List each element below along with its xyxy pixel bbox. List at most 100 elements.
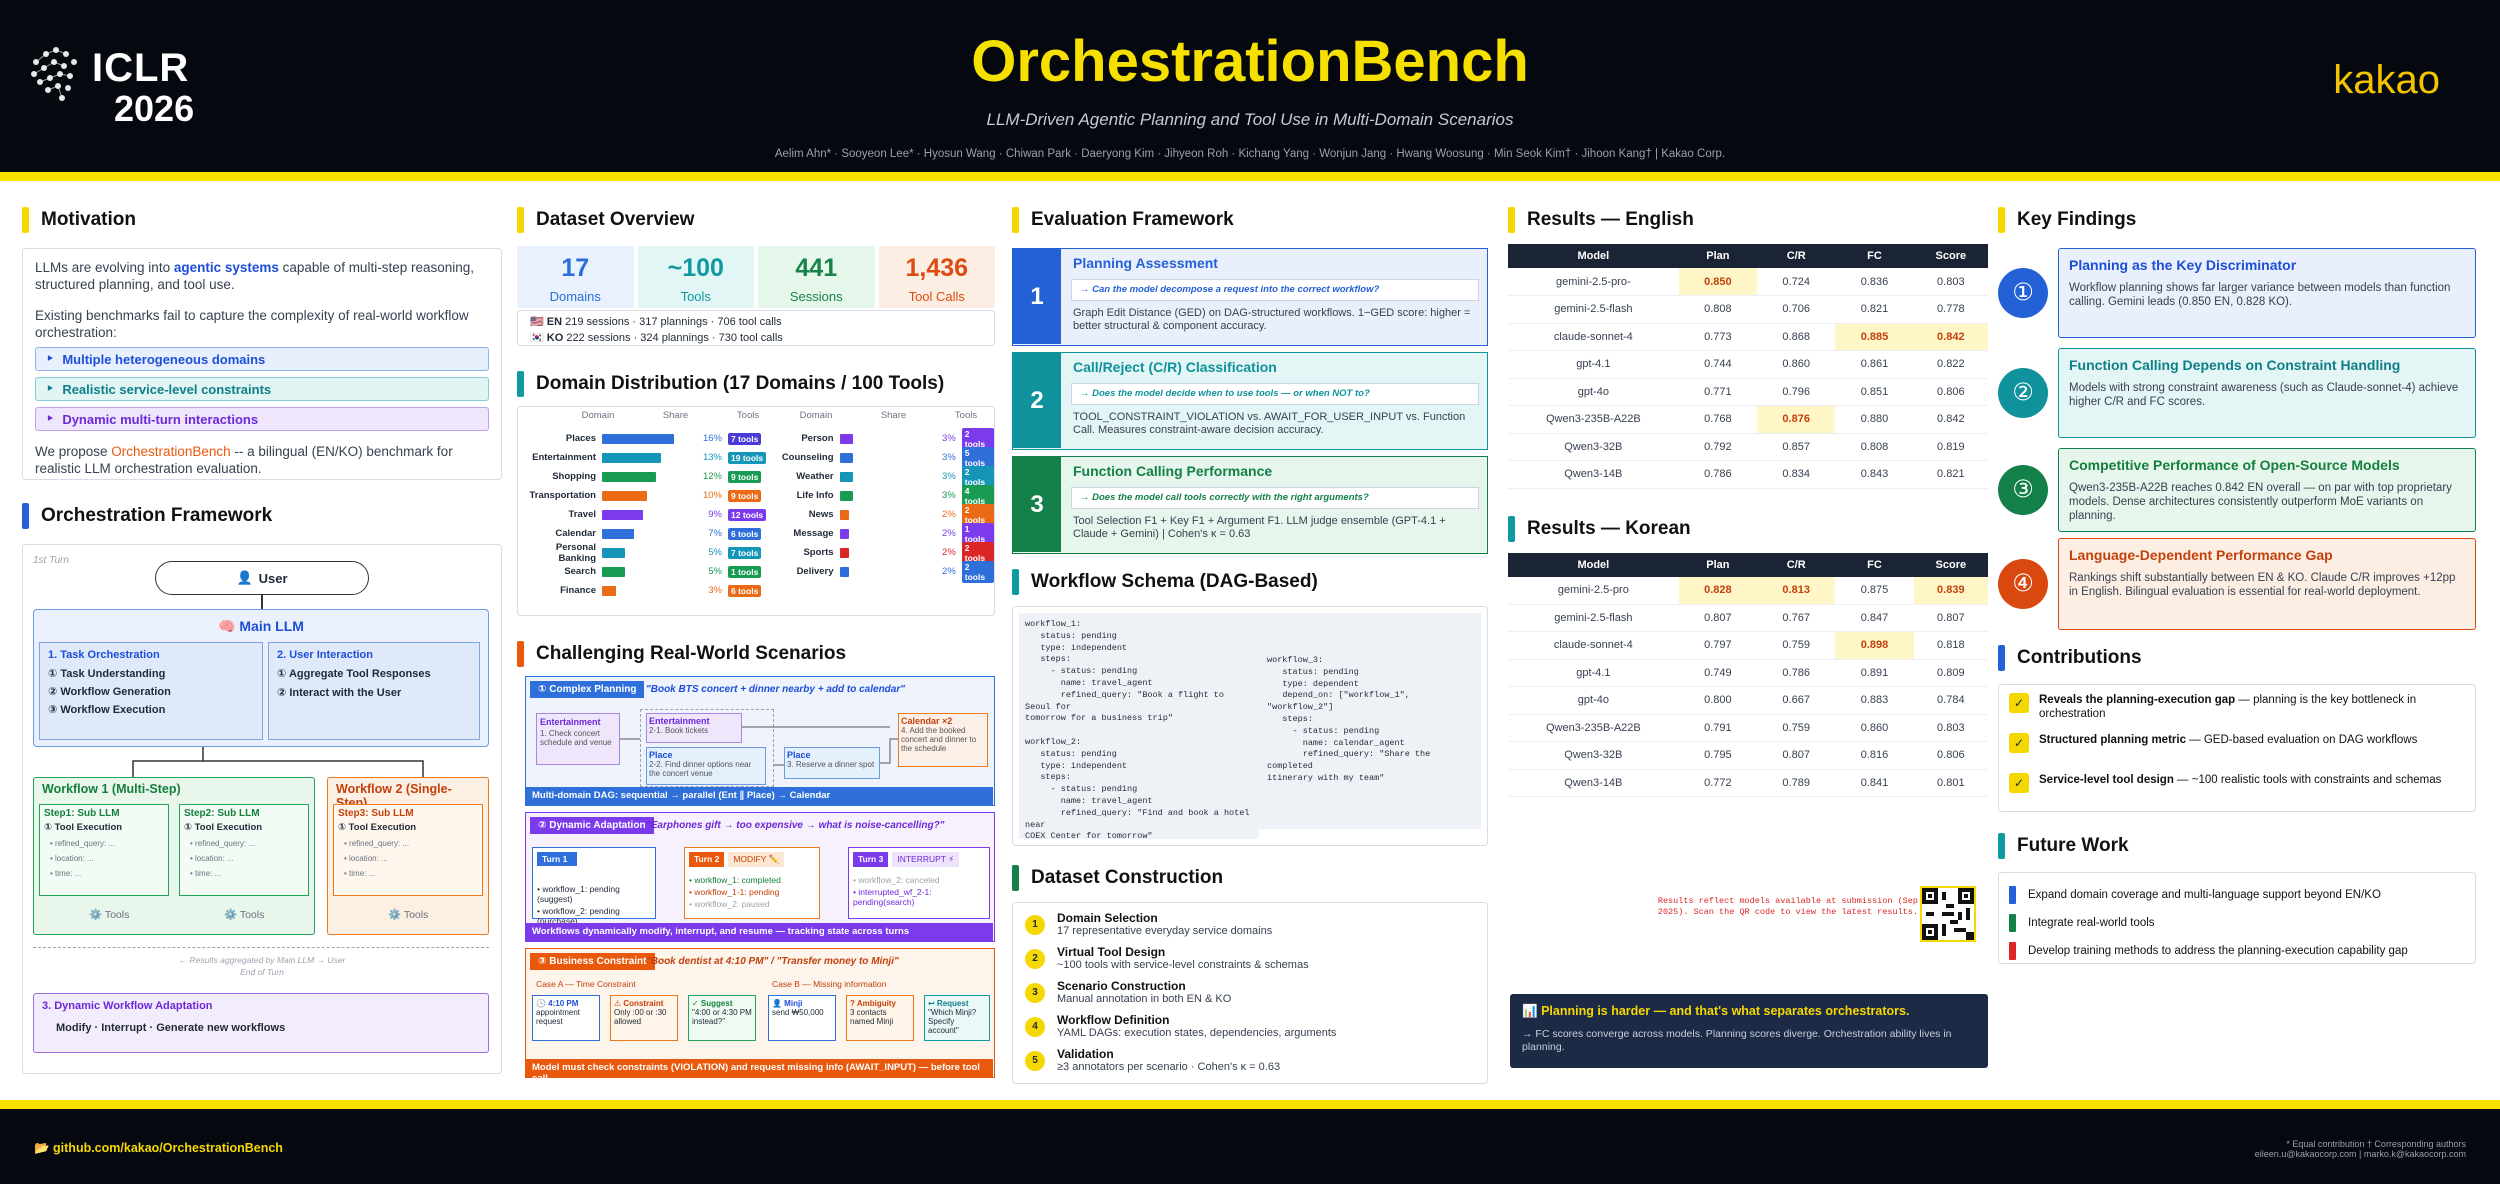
table-cell: Qwen3-14B [1508,460,1679,489]
table-cell: 0.861 [1835,350,1914,379]
share-value: 3% [942,433,956,444]
domain-name: Transportation [529,490,596,501]
node-place: Place 3. Reserve a dinner spot [784,747,880,779]
motivation-p1: LLMs are evolving into agentic systems c… [35,260,475,292]
share-bar [839,547,849,558]
share-value: 12% [702,471,722,482]
share-bar [602,471,656,482]
table-cell: 0.868 [1757,323,1836,351]
table-row: gemini-2.5-flash 0.807 0.767 0.847 0.807 [1508,604,1988,632]
domain-row: Search 5% 1 tools [518,562,766,581]
main-llm-title: 🧠 Main LLM [218,618,304,634]
table-cell: 0.803 [1913,268,1988,296]
table-cell: 0.807 [1757,741,1836,770]
iclr-text: ICLR [92,46,190,90]
findings-heading: Key Findings [1998,206,2476,234]
table-header-row: Model Plan C/R FC Score [1508,244,1988,268]
table-cell: gemini-2.5-pro [1508,576,1679,605]
scenarios-heading: Challenging Real-World Scenarios [517,640,995,668]
table-cell: 0.857 [1757,433,1836,461]
table-header-row: Model Plan C/R FC Score [1508,552,1988,577]
stat-value: 441 [795,254,838,282]
stat-card: ~100 Tools [637,246,754,308]
table-cell: 0.891 [1835,659,1914,687]
eval-card: 2 Call/Reject (C/R) Classification → Does … [1012,352,1488,450]
share-bar [602,528,634,539]
contrib-heading: Contributions [1998,644,2476,672]
share-value: 3% [942,471,956,482]
domain-row: Entertainment 13% 19 tools [518,448,767,467]
share-bar-track [602,433,692,444]
share-bar [602,547,625,558]
iclr-logo: ICLR 2026 [22,40,212,130]
node-place: Place 2-2. Find dinner options near the c… [646,747,766,785]
share-bar [602,433,674,444]
step-text: Validation ≥3 annotators per scenario · C… [1057,1047,1280,1073]
table-cell: 0.724 [1757,268,1836,296]
github-link[interactable]: 📂 github.com/kakao/OrchestrationBench [34,1141,283,1155]
finding-number: ③ [1998,465,2048,515]
table-cell: 0.759 [1757,631,1836,660]
contrib-box: ✓ Reveals the planning-execution gap — pl… [1998,684,2476,812]
domain-name: Finance [560,585,596,596]
column-5: Key Findings ① Planning as the Key Discri… [1998,206,2476,964]
contribution: ✓ Service-level tool design — ~100 realis… [2009,773,2465,811]
contribution-rest: — ~100 realistic tools with constraints … [2173,774,2442,786]
tools-label: ⚙️ Tools [388,909,429,921]
share-bar-track [839,490,927,501]
table-cell: 0.885 [1835,323,1914,351]
domain-name: Personal Banking [555,541,596,564]
table-cell: gpt-4.1 [1508,659,1679,687]
step-title: Workflow Definition [1057,1013,1170,1027]
share-bar-track [602,490,692,501]
table-cell: 0.749 [1678,659,1758,687]
eval-number: 1 [1013,249,1061,344]
share-bar-track [839,547,927,558]
eval-description: TOOL_CONSTRAINT_VIOLATION vs. AWAIT_FOR_… [1073,411,1466,436]
table-cell: 0.821 [1835,295,1914,324]
domain-row: Shopping 12% 9 tools [518,467,766,486]
stat-label: Domains [549,289,601,304]
finding-heading: Function Calling Depends on Constraint H… [2069,357,2401,373]
step-number: 1 [1025,915,1045,935]
domain-row: Weather 3% 2 tools [758,465,995,488]
domain-table: Domain Share Tools Domain Share Tools Places… [517,406,995,616]
node-entertainment: Entertainment 1. Check concert schedule a… [536,713,620,765]
share-bar-track [602,528,692,539]
table-cell: 0.842 [1913,323,1988,351]
construction-step: 3 Scenario Construction Manual annotation … [1025,979,1475,1013]
tool-count-badge: 6 tools [728,584,762,597]
stat-value: ~100 [667,254,724,282]
scenario-business-constraint: ③ Business Constraint "Book dentist at 4… [525,948,995,1084]
table-cell: 0.860 [1835,714,1914,742]
step-text: Workflow Definition YAML DAGs: execution … [1057,1013,1336,1039]
table-cell: 0.744 [1678,350,1758,379]
eval-number: 3 [1013,457,1061,552]
task-orchestration-box: 1. Task Orchestration ① Task Understandi… [39,642,263,740]
eval-heading: Call/Reject (C/R) Classification [1073,359,1277,375]
table-row: Qwen3-32B 0.792 0.857 0.808 0.819 [1508,433,1988,461]
eval-number: 2 [1013,353,1061,448]
qr-code[interactable] [1920,886,1976,942]
scenario-dynamic-adaptation: ② Dynamic Adaptation "Earphones gift → t… [525,812,995,942]
share-bar-track [839,566,927,577]
checkmark-icon: ✓ [2009,733,2029,753]
domain-row: Person 3% 2 tools [758,427,995,450]
domain-name: News [808,509,834,520]
motivation-point: ‣ Multiple heterogeneous domains [35,347,489,371]
contribution-text: Reveals the planning-execution gap — pla… [2039,693,2465,721]
share-bar [602,566,625,577]
table-cell: 0.784 [1913,686,1988,715]
finding-card: Planning as the Key Discriminator Workflo… [2058,248,2476,338]
table-cell: 0.836 [1835,268,1914,296]
share-bar [839,433,854,444]
table-cell: 0.796 [1757,378,1836,406]
table-cell: 0.795 [1678,741,1758,770]
contribution-text: Service-level tool design — ~100 realist… [2039,773,2441,787]
table-cell: 0.828 [1678,576,1758,605]
future-item: Develop training methods to address the … [2009,937,2465,965]
column-3: Evaluation Framework 1 Planning Assessmen… [1012,206,1488,1084]
table-cell: 0.880 [1835,405,1914,434]
step-number: 2 [1025,949,1045,969]
table-cell: 0.801 [1913,769,1988,797]
